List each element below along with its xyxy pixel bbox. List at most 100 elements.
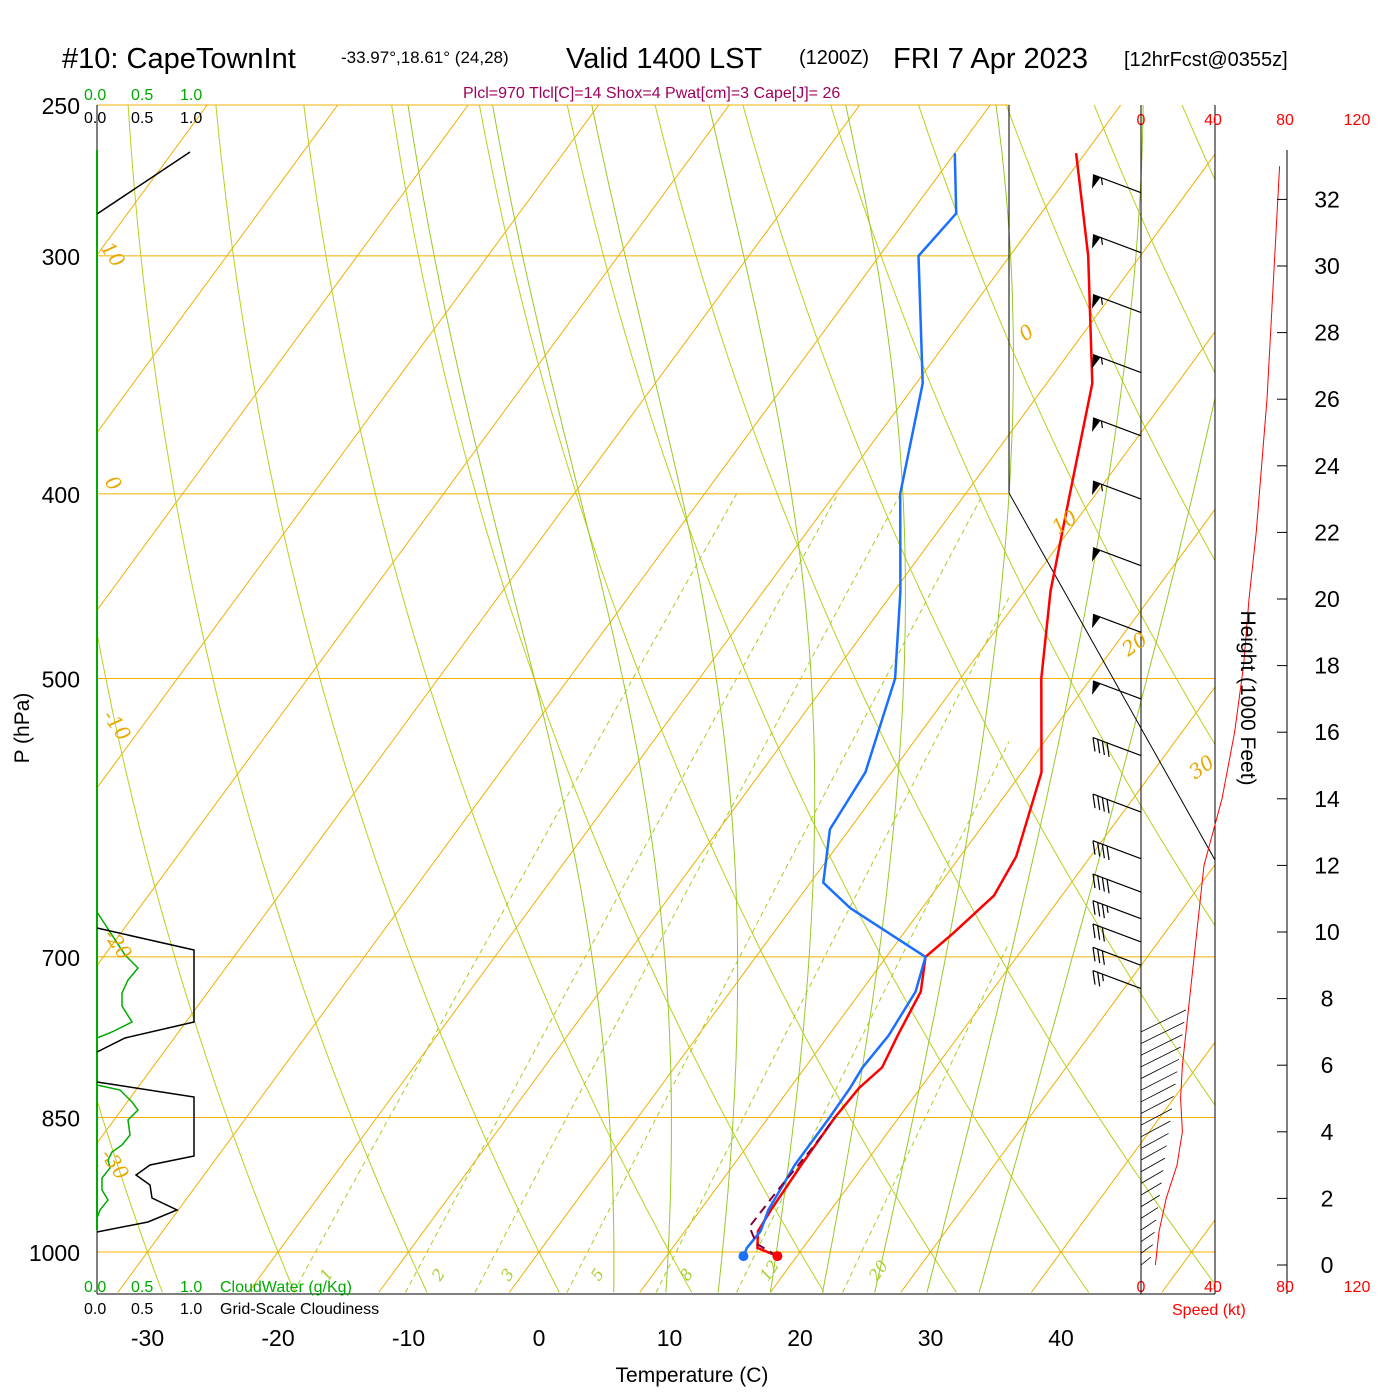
height-tick-label: 12: [1314, 852, 1340, 878]
wind-barb-low: [1140, 1021, 1185, 1044]
background-lines: [97, 104, 1400, 1293]
zulu-time: (1200Z): [799, 47, 869, 69]
cloudiness-tick-1: 0.5: [131, 1301, 153, 1318]
mixing-ratio-label: 20: [864, 1257, 892, 1285]
wind-speed-line: [1154, 166, 1281, 1266]
x-axis-title: Temperature (C): [616, 1364, 769, 1387]
mixing-ratio-line: [566, 493, 984, 1293]
wind-barb-low: [1140, 1046, 1181, 1068]
wind-barb-low: [1140, 1009, 1187, 1033]
temperature-axis: -30 -20 -10 0 10 20 30 40: [131, 1325, 1074, 1351]
dewpoint-line: [742, 153, 958, 1257]
height-tick-label: 18: [1314, 653, 1340, 679]
isotherm-line: [1161, 1219, 1215, 1293]
cloud-water-label: CloudWater (g/Kg): [220, 1279, 352, 1296]
temperature-tick-label: -10: [392, 1325, 425, 1351]
soundings: [738, 153, 1094, 1262]
wind-barb: [1092, 900, 1142, 920]
wind-barb-low: [1140, 1083, 1176, 1103]
temperature-line: [756, 153, 1094, 1258]
dry-adiabat-line: [478, 105, 957, 1293]
height-tick-label: 6: [1321, 1052, 1334, 1078]
dry-adiabat-line: [918, 105, 1215, 746]
wind-barb: [1092, 923, 1142, 943]
dry-adiabat-line: [127, 105, 428, 1293]
wind-barb-low: [1140, 1145, 1167, 1161]
temperature-tick-label: 10: [657, 1325, 683, 1351]
wind-barb: [1092, 480, 1142, 500]
mixing-ratio-line: [842, 941, 1009, 1293]
wind-barb: [1092, 174, 1142, 194]
temperature-tick-label: 20: [787, 1325, 813, 1351]
dry-adiabat-left-label: 0: [100, 471, 127, 495]
pressure-tick-label: 500: [42, 667, 80, 693]
dry-adiabat-label: 20: [1116, 627, 1152, 662]
pressure-tick-label: 1000: [29, 1240, 80, 1266]
cloud-panel: [96, 150, 195, 1233]
mixing-ratio-line: [474, 493, 902, 1293]
dry-adiabat-line: [566, 105, 1090, 1293]
wind-barb-low: [1140, 1219, 1157, 1231]
isotherm-line: [247, 105, 1122, 1293]
dry-adiabat-line: [654, 105, 1215, 1286]
temperature-tick-label: 30: [918, 1325, 944, 1351]
temperature-tick-label: -30: [131, 1325, 164, 1351]
wind-barb: [1092, 946, 1142, 966]
isotherm-line: [97, 105, 861, 1144]
mixing-ratio-line: [736, 740, 1009, 1293]
dry-adiabat-line: [391, 105, 825, 1293]
moist-adiabat-line: [874, 105, 1014, 1293]
height-tick-label: 0: [1321, 1252, 1334, 1278]
cloud-legend: 0.0 0.5 1.0 0.0 0.5 1.0 0.0 0.5 1.0 Clou…: [84, 87, 379, 1318]
parcel-line: [748, 1116, 836, 1257]
wind-barb-low: [1140, 1231, 1155, 1243]
isotherm-line: [639, 508, 1215, 1293]
speed-tick-label-top: 40: [1204, 112, 1222, 129]
mixing-ratio-line: [655, 596, 1009, 1293]
wind-barb-low: [1140, 1133, 1169, 1149]
height-tick-label: 8: [1321, 986, 1334, 1012]
height-tick-label: 24: [1314, 453, 1340, 479]
y-axis-title: P (hPa): [11, 693, 34, 764]
isotherm-line: [97, 105, 600, 789]
dry-adiabat-left-label: 10: [96, 237, 130, 272]
temperature-tick-label: -20: [261, 1325, 294, 1351]
isotherm-line: [508, 331, 1215, 1293]
speed-tick-label-bottom: 80: [1276, 1279, 1294, 1296]
dry-adiabat-label: 0: [1014, 319, 1038, 346]
surface-temperature-dot: [772, 1251, 783, 1262]
pressure-tick-label: 300: [42, 244, 80, 270]
moist-adiabat-line: [407, 105, 615, 1293]
wind-barb-low: [1140, 1096, 1174, 1114]
stability-indices: Plcl=970 Tlcl[C]=14 Shox=4 Pwat[cm]=3 Ca…: [463, 85, 840, 102]
wind-barb: [1092, 873, 1142, 894]
valid-time: Valid 1400 LST: [566, 43, 762, 75]
plot-frame: [96, 105, 1288, 1295]
dry-adiabat-label: 30: [1184, 750, 1219, 784]
moist-adiabat-line: [492, 105, 672, 1293]
dry-adiabat-line: [97, 629, 296, 1293]
dry-adiabat-line: [1358, 105, 1400, 1292]
cloud-water-tick-2: 1.0: [180, 1279, 202, 1296]
cloudiness-tick-2: 1.0: [180, 1301, 202, 1318]
isotherm-line: [1030, 1041, 1215, 1293]
dry-adiabat-left-label: -10: [98, 705, 136, 745]
isotherm-line: [97, 105, 469, 612]
dry-adiabat-line: [830, 105, 1215, 927]
isotherm-line: [769, 686, 1215, 1293]
wind-barb-low: [1140, 1034, 1183, 1056]
dry-adiabat-line: [215, 105, 560, 1293]
height-tick-label: 16: [1314, 719, 1340, 745]
cloudiness-line-upper: [96, 927, 195, 1053]
speed-tick-label-top: 120: [1344, 112, 1371, 129]
wind-barb-low: [1140, 1108, 1173, 1126]
wind-barb: [1092, 417, 1142, 437]
speed-axis-title: Speed (kt): [1172, 1302, 1246, 1319]
dry-adiabat-line: [1270, 105, 1400, 1292]
wind-barb-low: [1140, 1071, 1178, 1091]
temperature-tick-label: 0: [533, 1325, 546, 1351]
mixing-ratio-label: 2: [427, 1265, 449, 1285]
dry-adiabat-label: 10: [1047, 505, 1082, 539]
